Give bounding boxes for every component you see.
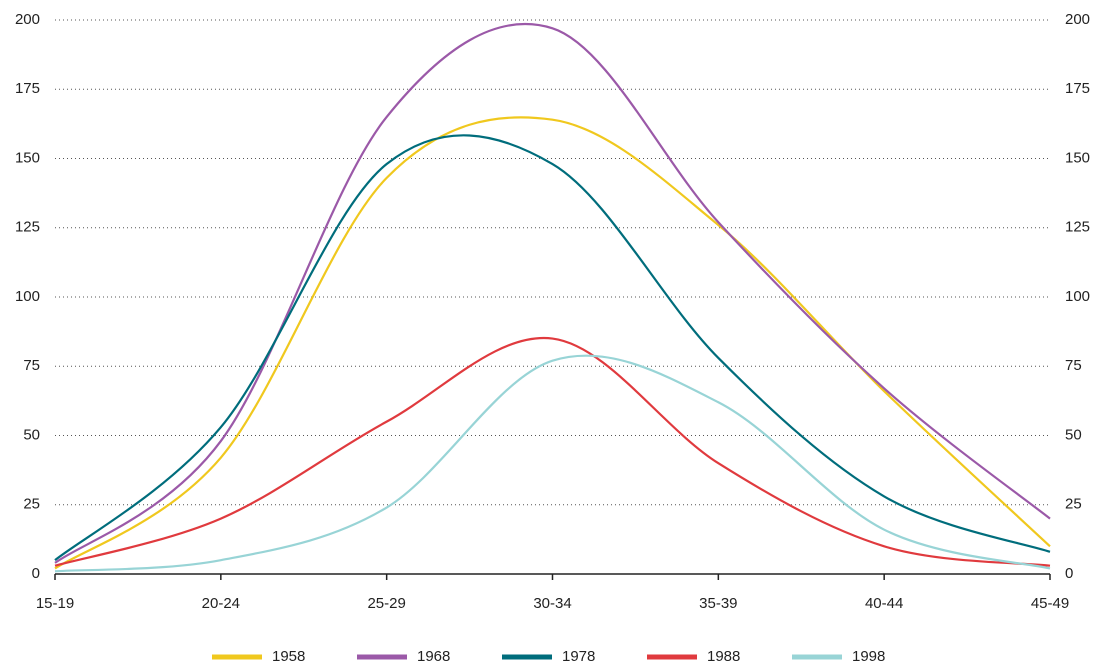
x-tick-label: 15-19 [36, 595, 74, 612]
y2-tick-label: 150 [1065, 149, 1090, 166]
y2-tick-label: 200 [1065, 11, 1090, 28]
x-tick-label: 30-34 [533, 595, 571, 612]
x-tick-label: 45-49 [1031, 595, 1069, 612]
y-tick-label: 75 [23, 357, 40, 374]
y-tick-label: 100 [15, 288, 40, 305]
x-tick-label: 25-29 [367, 595, 405, 612]
y-tick-label: 50 [23, 426, 40, 443]
y2-tick-label: 100 [1065, 288, 1090, 305]
y2-tick-label: 125 [1065, 219, 1090, 236]
y-tick-label: 25 [23, 496, 40, 513]
y2-tick-label: 50 [1065, 426, 1082, 443]
legend-label: 1968 [417, 648, 450, 665]
series-line [54, 336, 1051, 567]
series-line [54, 354, 1051, 573]
series-line [54, 23, 1051, 564]
legend-label: 1958 [272, 648, 305, 665]
x-tick-label: 35-39 [699, 595, 737, 612]
legend-label: 1988 [707, 648, 740, 665]
y2-tick-label: 25 [1065, 496, 1082, 513]
x-tick-label: 20-24 [202, 595, 240, 612]
y2-tick-label: 175 [1065, 80, 1090, 97]
y-tick-label: 0 [32, 565, 40, 582]
y-tick-label: 150 [15, 149, 40, 166]
legend-label: 1978 [562, 648, 595, 665]
series-line [54, 134, 1051, 562]
y-tick-label: 125 [15, 219, 40, 236]
y2-tick-label: 75 [1065, 357, 1082, 374]
x-tick-label: 40-44 [865, 595, 903, 612]
y-tick-label: 175 [15, 80, 40, 97]
y-tick-label: 200 [15, 11, 40, 28]
y2-tick-label: 0 [1065, 565, 1073, 582]
legend-label: 1998 [852, 648, 885, 665]
series-line [54, 116, 1051, 570]
